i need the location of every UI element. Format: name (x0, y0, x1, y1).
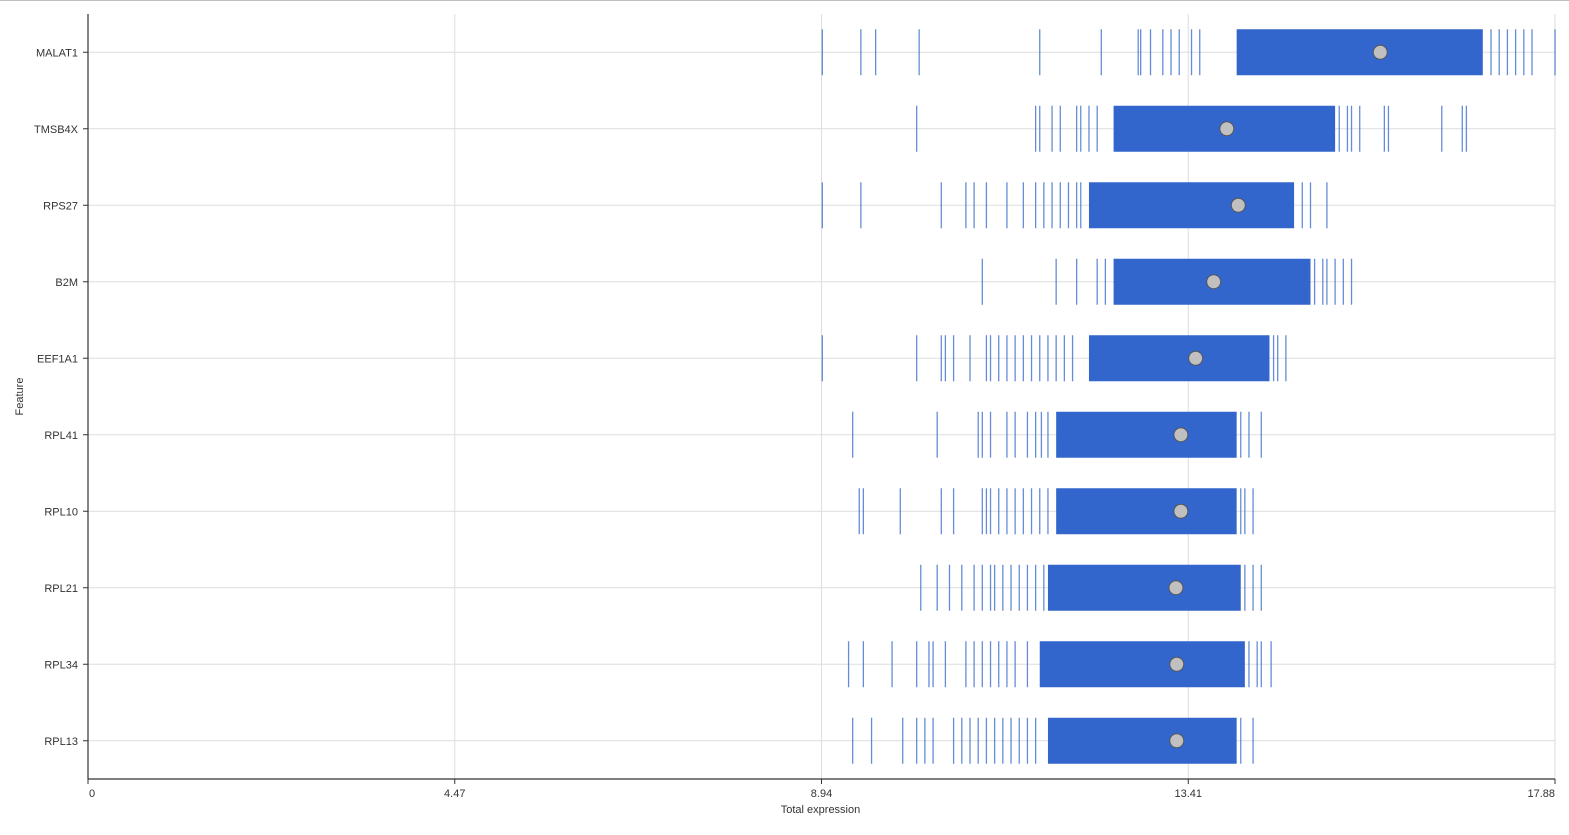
strip-row-rpl21 (920, 564, 1262, 611)
x-tick-label: 17.88 (1527, 788, 1555, 800)
y-tick-label: EEF1A1 (37, 353, 78, 365)
x-axis-title: Total expression (781, 804, 861, 816)
mean-marker (1168, 580, 1184, 596)
top-border (0, 0, 1569, 1)
mean-marker (1206, 274, 1222, 290)
tick-labels: 0 4.47 8.94 13.41 17.88 MALAT1 TMSB4X RPS27 B2M E… (34, 47, 1555, 800)
x-tick-label: 13.41 (1174, 788, 1202, 800)
dense-expression-band (1056, 488, 1237, 535)
dense-expression-band (1039, 641, 1245, 688)
strip-row-rpl34 (847, 641, 1272, 688)
y-tick-label: TMSB4X (34, 124, 79, 136)
strip-row-rps27 (821, 182, 1328, 229)
axes (87, 14, 1555, 780)
mean-marker (1230, 197, 1246, 213)
mean-marker (1173, 427, 1189, 443)
y-tick-label: RPS27 (43, 200, 78, 212)
y-tick-label: B2M (55, 277, 78, 289)
strip-row-malat1 (821, 29, 1556, 76)
y-axis-title: Feature (14, 378, 26, 416)
strip-row-eef1a1 (821, 335, 1287, 382)
mean-marker (1188, 350, 1204, 366)
mean-marker (1169, 656, 1185, 672)
y-tick-label: MALAT1 (36, 47, 78, 59)
mean-marker (1219, 121, 1235, 137)
x-tick-label: 4.47 (444, 788, 465, 800)
y-tick-label: RPL13 (44, 736, 78, 748)
strip-row-rpl41 (852, 411, 1262, 458)
x-tick-label: 0 (89, 788, 95, 800)
strip-series (821, 29, 1556, 764)
strip-row-b2m (981, 258, 1353, 305)
dense-expression-band (1236, 29, 1483, 76)
y-tick-label: RPL10 (44, 506, 78, 518)
dense-expression-band (1047, 717, 1237, 764)
dense-expression-band (1047, 564, 1241, 611)
y-tick-label: RPL41 (44, 430, 78, 442)
mean-marker (1169, 733, 1185, 749)
strip-row-tmsb4x (916, 105, 1468, 152)
y-tick-label: RPL34 (44, 659, 78, 671)
dense-expression-band (1056, 411, 1237, 458)
y-tick-label: RPL21 (44, 583, 78, 595)
mean-marker (1372, 44, 1388, 60)
dense-expression-band (1088, 335, 1270, 382)
x-tick-label: 8.94 (811, 788, 832, 800)
strip-row-rpl13 (852, 717, 1254, 764)
mean-marker (1173, 503, 1189, 519)
dense-expression-band (1088, 182, 1295, 229)
strip-row-rpl10 (858, 488, 1254, 535)
